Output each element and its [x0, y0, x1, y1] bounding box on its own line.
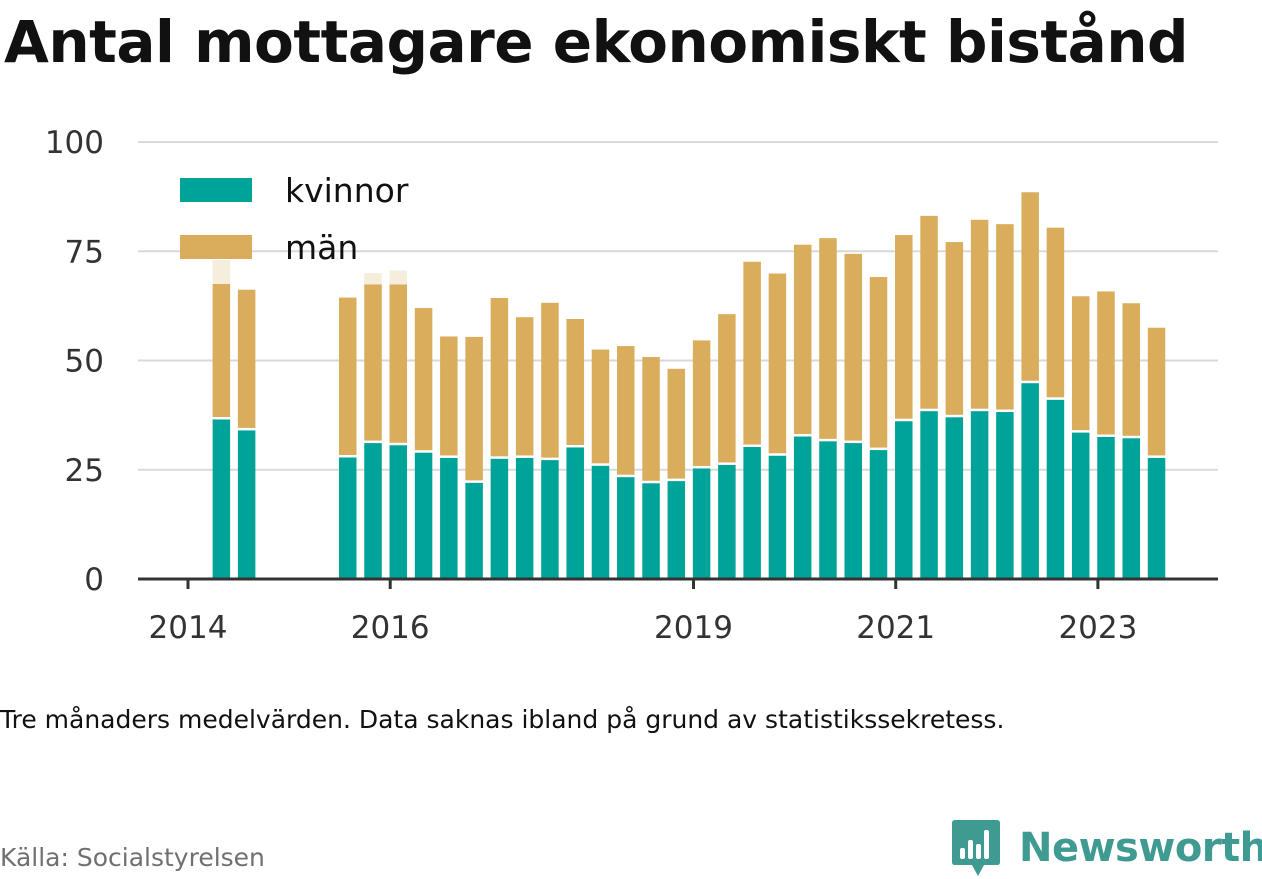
source-label: Källa: Socialstyrelsen: [0, 843, 265, 872]
bar-man: [515, 317, 534, 456]
x-tick-label: 2019: [654, 610, 733, 646]
faded-bars: [212, 259, 408, 285]
bar-kvinnor: [1097, 436, 1115, 579]
faded-bar: [212, 259, 231, 285]
bar-man: [566, 318, 584, 445]
legend-label-man: män: [285, 228, 358, 267]
bar-man: [743, 261, 761, 445]
bar-kvinnor: [1046, 399, 1065, 579]
bar-man: [718, 314, 736, 463]
chart-note: Tre månaders medelvärden. Data saknas ib…: [0, 705, 1005, 734]
bar-man: [642, 357, 660, 481]
bar-man: [667, 368, 686, 479]
bar-man: [1046, 227, 1065, 398]
bar-kvinnor: [667, 481, 686, 579]
bar-man: [389, 284, 408, 443]
bar-kvinnor: [338, 457, 357, 579]
faded-bar: [389, 270, 408, 285]
brand-name: Newsworthy: [1019, 825, 1262, 871]
bar-man: [1021, 192, 1039, 381]
bar-kvinnor: [440, 457, 458, 579]
bar-man: [793, 244, 812, 435]
bar-kvinnor: [212, 419, 231, 579]
bar-man: [895, 235, 913, 419]
bar-man: [617, 346, 635, 475]
bar-kvinnor: [743, 447, 761, 579]
bar-kvinnor: [844, 443, 862, 579]
bar-man: [844, 253, 862, 441]
bar-kvinnor: [465, 482, 483, 579]
bar-man: [490, 298, 509, 457]
bar-man: [1097, 291, 1115, 435]
bar-man: [1147, 327, 1166, 456]
bar-kvinnor: [364, 443, 382, 579]
bar-man: [819, 238, 837, 439]
y-tick-label: 50: [65, 344, 104, 380]
bar-man: [212, 284, 231, 417]
legend-swatch-man: [180, 235, 252, 259]
bar-man: [414, 308, 433, 451]
bar-kvinnor: [718, 464, 736, 579]
bar-kvinnor: [642, 483, 660, 579]
bar-kvinnor: [490, 458, 509, 579]
bar-man: [869, 277, 888, 448]
bar-man: [440, 336, 458, 456]
bar-kvinnor: [566, 447, 584, 579]
bar-kvinnor: [617, 477, 635, 579]
bar-kvinnor: [1147, 457, 1166, 579]
bar-kvinnor: [819, 441, 837, 579]
stacked-bar-chart: kvinnor män 0 25 50 75 100 2014 2016 2019 2021 202…: [45, 125, 1218, 646]
x-tick-label: 2021: [856, 610, 935, 646]
bar-kvinnor: [1071, 432, 1090, 579]
bar-man: [945, 242, 964, 415]
bar-man: [996, 224, 1014, 410]
bar-man: [768, 273, 787, 454]
bar-kvinnor: [692, 468, 711, 579]
bar-man: [591, 349, 610, 464]
bar-kvinnor: [515, 457, 534, 579]
bar-kvinnor: [869, 450, 888, 579]
y-tick-label: 100: [45, 125, 104, 161]
bar-man: [465, 336, 483, 481]
bar-man: [692, 340, 711, 466]
axes: 0 25 50 75 100 2014 2016 2019 2021 2023: [45, 125, 1218, 646]
legend: kvinnor män: [180, 171, 409, 267]
faded-bar: [364, 273, 382, 285]
y-tick-label: 25: [65, 453, 104, 489]
bar-chart-speech-bubble-icon: [952, 820, 1000, 876]
y-tick-label: 0: [84, 562, 104, 598]
bar-kvinnor: [920, 411, 938, 579]
bar-kvinnor: [389, 445, 408, 579]
bar-man: [338, 297, 357, 456]
bar-kvinnor: [945, 417, 964, 579]
legend-swatch-kvinnor: [180, 178, 252, 202]
legend-label-kvinnor: kvinnor: [285, 171, 409, 210]
bar-kvinnor: [970, 411, 989, 579]
bar-man: [1122, 303, 1141, 436]
bar-man: [1071, 296, 1090, 431]
bar-man: [970, 219, 989, 409]
chart-title: Antal mottagare ekonomiskt bistånd: [4, 8, 1189, 76]
bar-man: [920, 215, 938, 409]
x-tick-label: 2014: [149, 610, 228, 646]
bar-man: [541, 302, 559, 458]
y-tick-label: 75: [65, 234, 104, 270]
bar-kvinnor: [996, 412, 1014, 579]
bar-kvinnor: [895, 421, 913, 579]
bar-kvinnor: [414, 452, 433, 579]
x-tick-label: 2023: [1058, 610, 1137, 646]
x-tick-label: 2016: [351, 610, 430, 646]
bar-kvinnor: [541, 460, 559, 579]
bar-kvinnor: [1122, 438, 1141, 579]
bar-kvinnor: [591, 465, 610, 579]
bar-kvinnor: [793, 436, 812, 579]
bar-kvinnor: [1021, 383, 1039, 579]
bar-kvinnor: [237, 430, 256, 579]
bar-man: [237, 289, 256, 428]
bar-kvinnor: [768, 455, 787, 579]
bar-man: [364, 284, 382, 441]
bar-stacks: [212, 192, 1166, 579]
brand-logo[interactable]: Newsworthy: [951, 818, 1262, 878]
